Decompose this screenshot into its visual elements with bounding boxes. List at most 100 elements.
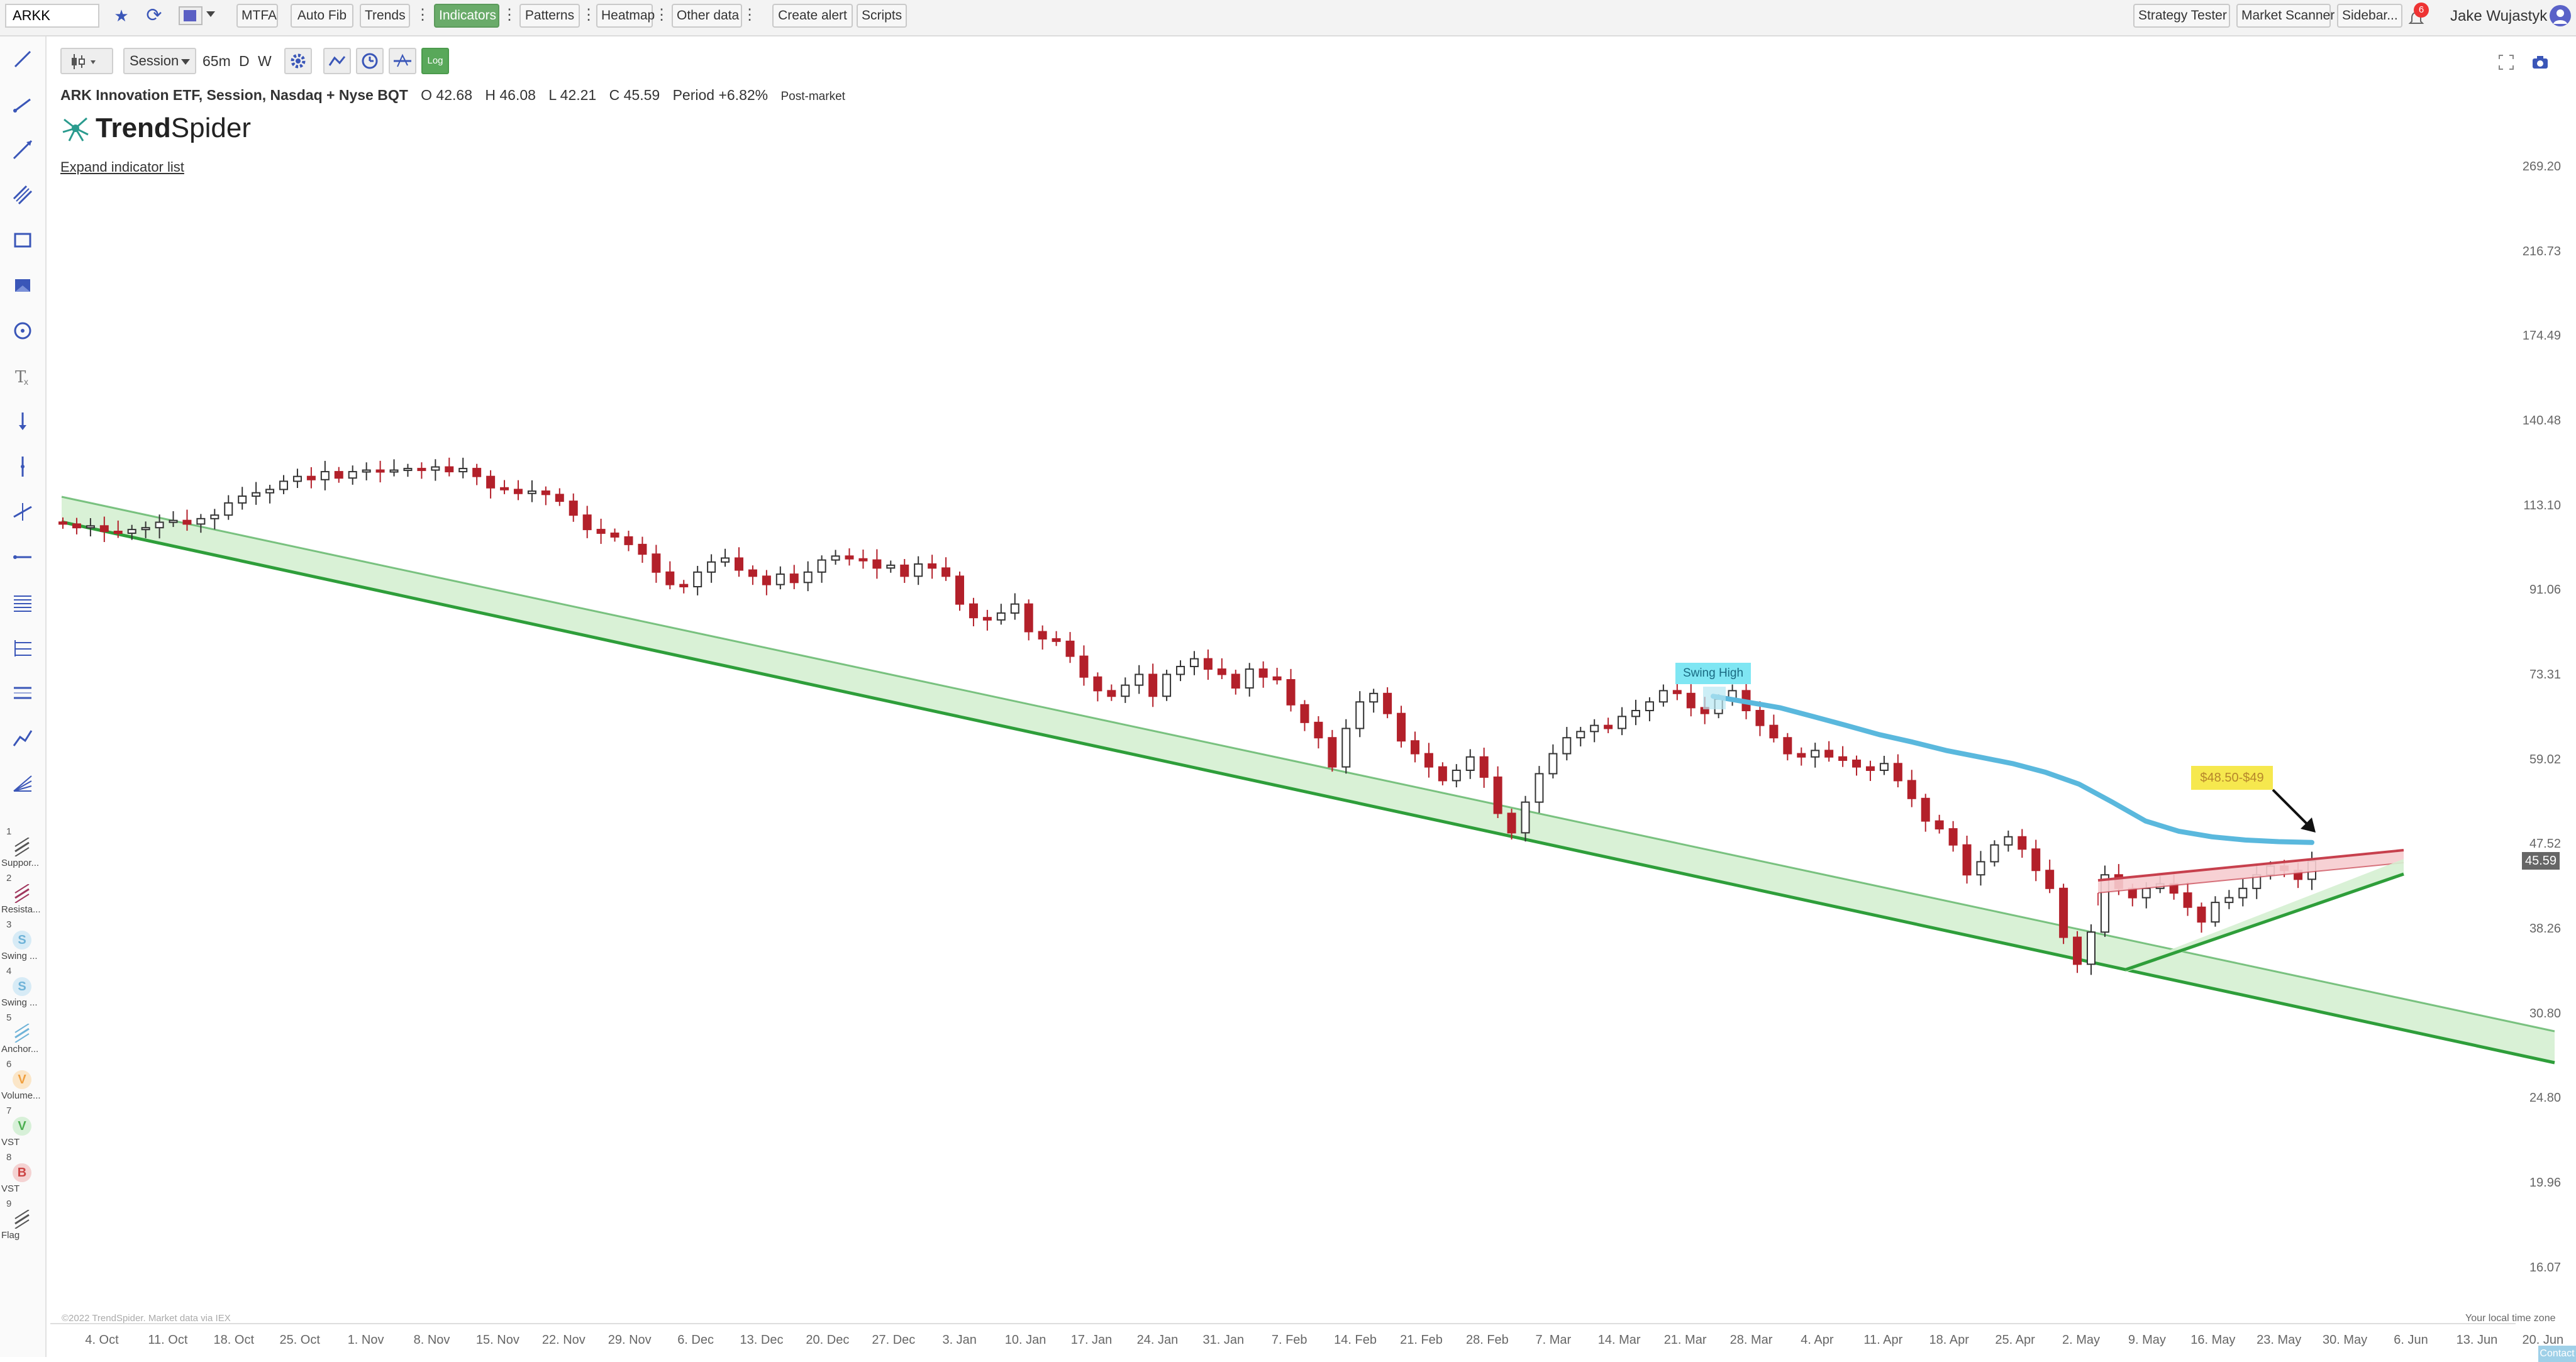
user-name[interactable]: Jake Wujastyk [2450, 8, 2548, 25]
extended-line-tool-icon[interactable] [10, 137, 35, 162]
indicator-label: Resista... [1, 904, 41, 915]
timeframe-w[interactable]: W [258, 53, 272, 69]
auto-fib-button[interactable]: Auto Fib [291, 4, 353, 28]
create-alert-button[interactable]: Create alert [772, 4, 853, 28]
candle-body [1079, 655, 1089, 678]
swing-high-label[interactable]: Swing High [1675, 663, 1751, 684]
avatar[interactable] [2550, 5, 2571, 26]
swing-high-moving-average [1711, 694, 2314, 845]
time-axis[interactable]: 4. Oct 11. Oct 18. Oct 25. Oct 1. Nov 8. Nov 1… [50, 1323, 2563, 1349]
arrow-down-tool-icon[interactable] [10, 409, 35, 434]
last-price-tag: 45.59 [2522, 852, 2560, 870]
indicator-item[interactable]: 4 S Swing ... [0, 966, 45, 1012]
indicator-item[interactable]: 2 Resista... [0, 873, 45, 919]
log-scale-toggle[interactable]: Log [421, 48, 449, 74]
patterns-button[interactable]: Patterns [519, 4, 580, 28]
indicator-item[interactable]: 1 Suppor... [0, 826, 45, 873]
indicator-item[interactable]: 3 S Swing ... [0, 919, 45, 966]
channel-tool-icon[interactable] [10, 182, 35, 208]
strategy-tester-button[interactable]: Strategy Tester [2133, 4, 2230, 28]
indicator-label: Swing ... [1, 951, 38, 961]
candle-body [2141, 887, 2151, 899]
candle-body [1755, 710, 1765, 726]
candle-body [1107, 690, 1116, 697]
candle-body [1135, 673, 1144, 686]
other-data-button[interactable]: Other data [672, 4, 742, 28]
symbol-input[interactable] [5, 4, 99, 28]
fib-extension-tool-icon[interactable] [10, 635, 35, 660]
candle-body [693, 571, 702, 588]
candle-body [845, 555, 854, 560]
mtfa-button[interactable]: MTFA [236, 4, 278, 28]
market-scanner-button[interactable]: Market Scanner [2236, 4, 2334, 28]
time-tick-label: 28. Feb [1465, 1333, 1509, 1347]
candle-body [652, 553, 661, 573]
fib-levels-tool-icon[interactable] [10, 590, 35, 615]
refresh-icon[interactable]: ⟳ [146, 5, 162, 26]
chevron-down-icon[interactable] [206, 11, 215, 17]
indicator-number: 2 [6, 873, 12, 883]
candle-body [1189, 658, 1199, 667]
horizontal-ray-tool-icon[interactable] [10, 545, 35, 570]
candle-body [775, 573, 785, 585]
sidebar-button[interactable]: Sidebar... [2337, 4, 2402, 28]
candle-body [1521, 801, 1530, 834]
trends-button[interactable]: Trends [360, 4, 410, 28]
channel-lower-line [61, 520, 2555, 1065]
overlays [1703, 687, 2404, 972]
expand-indicator-list-link[interactable]: Expand indicator list [60, 159, 184, 175]
circle-tool-icon[interactable] [10, 318, 35, 343]
fan-tool-icon[interactable] [10, 771, 35, 796]
support-zone [2126, 859, 2404, 972]
indicator-label: Flag [1, 1230, 20, 1241]
compare-icon[interactable] [323, 48, 351, 74]
heatmap-button[interactable]: Heatmap [596, 4, 655, 28]
indicator-label: Volume... [1, 1090, 41, 1101]
notification-badge[interactable]: 6 [2414, 3, 2429, 18]
vertical-line-tool-icon[interactable] [10, 454, 35, 479]
fullscreen-icon[interactable] [2497, 53, 2516, 72]
session-select[interactable]: Session [123, 48, 196, 74]
candle-body [1217, 668, 1226, 675]
star-icon[interactable]: ★ [114, 6, 129, 25]
candle-body [541, 490, 550, 496]
candle-body [1410, 740, 1419, 755]
indicator-item[interactable]: 9 Flag [0, 1199, 45, 1245]
indicator-item[interactable]: 7 V VST [0, 1105, 45, 1152]
candle-body [1658, 690, 1668, 703]
camera-icon[interactable] [2531, 53, 2550, 72]
indicator-item[interactable]: 8 B VST [0, 1152, 45, 1199]
indicators-button[interactable]: Indicators [434, 4, 499, 28]
channel-fill [62, 497, 2555, 1063]
contact-us-button[interactable]: Contact us [2538, 1346, 2576, 1362]
candle-body [1148, 673, 1158, 697]
timezone-label[interactable]: Your local time zone [2465, 1313, 2556, 1324]
rectangle-tool-icon[interactable] [10, 228, 35, 253]
trendline-tool-icon[interactable] [10, 47, 35, 72]
settings-gear-icon[interactable] [284, 48, 312, 74]
timeframe-d[interactable]: D [239, 53, 250, 69]
time-tick-label: 16. May [2190, 1333, 2236, 1347]
candle-body [900, 564, 909, 577]
crosshair-icon[interactable] [389, 48, 416, 74]
parallel-lines-tool-icon[interactable] [10, 680, 35, 706]
support-icon [13, 837, 31, 857]
indicator-item[interactable]: 5 Anchor... [0, 1012, 45, 1059]
candle-body [265, 489, 275, 494]
clock-icon[interactable] [356, 48, 384, 74]
indicator-item[interactable]: 6 V Volume... [0, 1059, 45, 1105]
chart-type-button[interactable] [60, 48, 113, 74]
timeframe-65m[interactable]: 65m [203, 53, 231, 69]
candle-body [99, 525, 109, 533]
scripts-button[interactable]: Scripts [857, 4, 907, 28]
crosshair-tool-icon[interactable] [10, 499, 35, 524]
color-picker-button[interactable] [179, 6, 203, 25]
polyline-tool-icon[interactable] [10, 726, 35, 751]
ray-tool-icon[interactable] [10, 92, 35, 117]
price-axis[interactable]: 269.20 216.73 174.49 140.48 113.10 91.06 73.31… [2516, 138, 2576, 1320]
filled-rectangle-tool-icon[interactable] [10, 273, 35, 298]
price-target-label[interactable]: $48.50-$49 [2191, 766, 2273, 790]
candle-body [1976, 861, 1985, 876]
